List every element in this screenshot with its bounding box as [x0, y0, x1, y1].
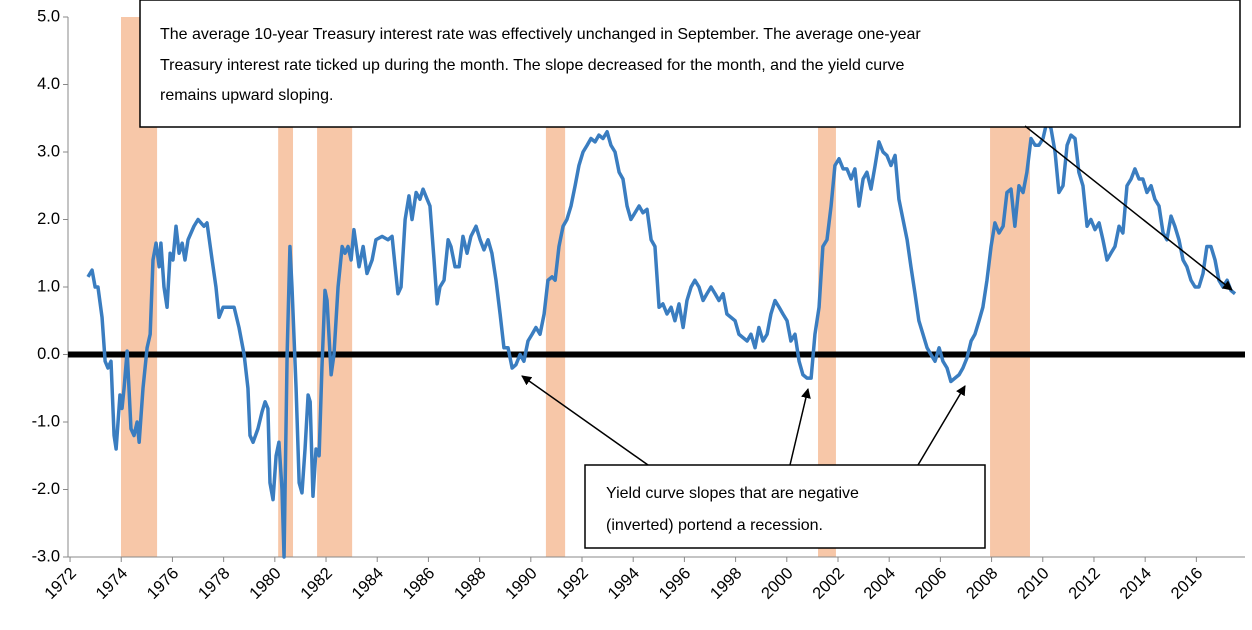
slope-line	[86, 119, 1237, 559]
annotation-arrow	[789, 388, 811, 466]
x-tick-label: 1996	[656, 564, 695, 603]
x-tick-label: 1978	[195, 564, 234, 603]
y-tick-label: 4.0	[37, 75, 60, 93]
x-tick-label: 1984	[348, 564, 387, 603]
annotation-line: The average 10-year Treasury interest ra…	[160, 26, 921, 43]
x-tick-label: 1980	[246, 564, 285, 603]
y-tick-label: 1.0	[37, 277, 60, 295]
x-tick-label: 1982	[297, 564, 336, 603]
x-tick-label: 2002	[809, 564, 848, 603]
annotation-line: remains upward sloping.	[160, 87, 333, 104]
x-tick-label: 2016	[1168, 564, 1207, 603]
x-tick-label: 2008	[963, 564, 1002, 603]
annotation-box	[584, 464, 986, 549]
x-tick-label: 1976	[144, 564, 183, 603]
x-tick-label: 2014	[1116, 564, 1155, 603]
recession-band	[278, 17, 294, 557]
annotation-bottom: Yield curve slopes that are negative (in…	[521, 375, 986, 549]
x-tick-label: 2012	[1065, 564, 1104, 603]
x-tick-label: 1990	[502, 564, 541, 603]
x-tick-label: 1998	[707, 564, 746, 603]
x-tick-label: 1972	[41, 564, 80, 603]
x-tick-label: 1974	[92, 564, 131, 603]
y-tick-label: -3.0	[32, 547, 60, 565]
x-tick-label: 2006	[912, 564, 951, 603]
annotation-line: Yield curve slopes that are negative	[606, 485, 859, 502]
annotation-line: (inverted) portend a recession.	[606, 517, 823, 534]
y-tick-label: 5.0	[37, 7, 60, 25]
x-tick-label: 1986	[400, 564, 439, 603]
recession-band	[545, 17, 566, 557]
annotation-arrow	[917, 385, 966, 466]
annotation-arrow	[1024, 125, 1233, 291]
x-tick-label: 2004	[860, 564, 899, 603]
y-tick-label: 2.0	[37, 210, 60, 228]
x-tick-label: 1994	[604, 564, 643, 603]
y-tick-label: -2.0	[32, 480, 60, 498]
annotation-arrow	[521, 375, 649, 466]
x-tick-label: 2000	[758, 564, 797, 603]
x-tick-label: 2010	[1014, 564, 1053, 603]
x-tick-label: 1992	[553, 564, 592, 603]
y-tick-label: 0.0	[37, 345, 60, 363]
recession-band	[818, 17, 836, 557]
annotation-box	[139, 0, 1241, 128]
y-tick-label: 3.0	[37, 142, 60, 160]
y-tick-label: -1.0	[32, 412, 60, 430]
annotation-top: The average 10-year Treasury interest ra…	[139, 0, 1241, 128]
annotation-line: Treasury interest rate ticked up during …	[160, 57, 905, 74]
x-tick-label: 1988	[451, 564, 490, 603]
